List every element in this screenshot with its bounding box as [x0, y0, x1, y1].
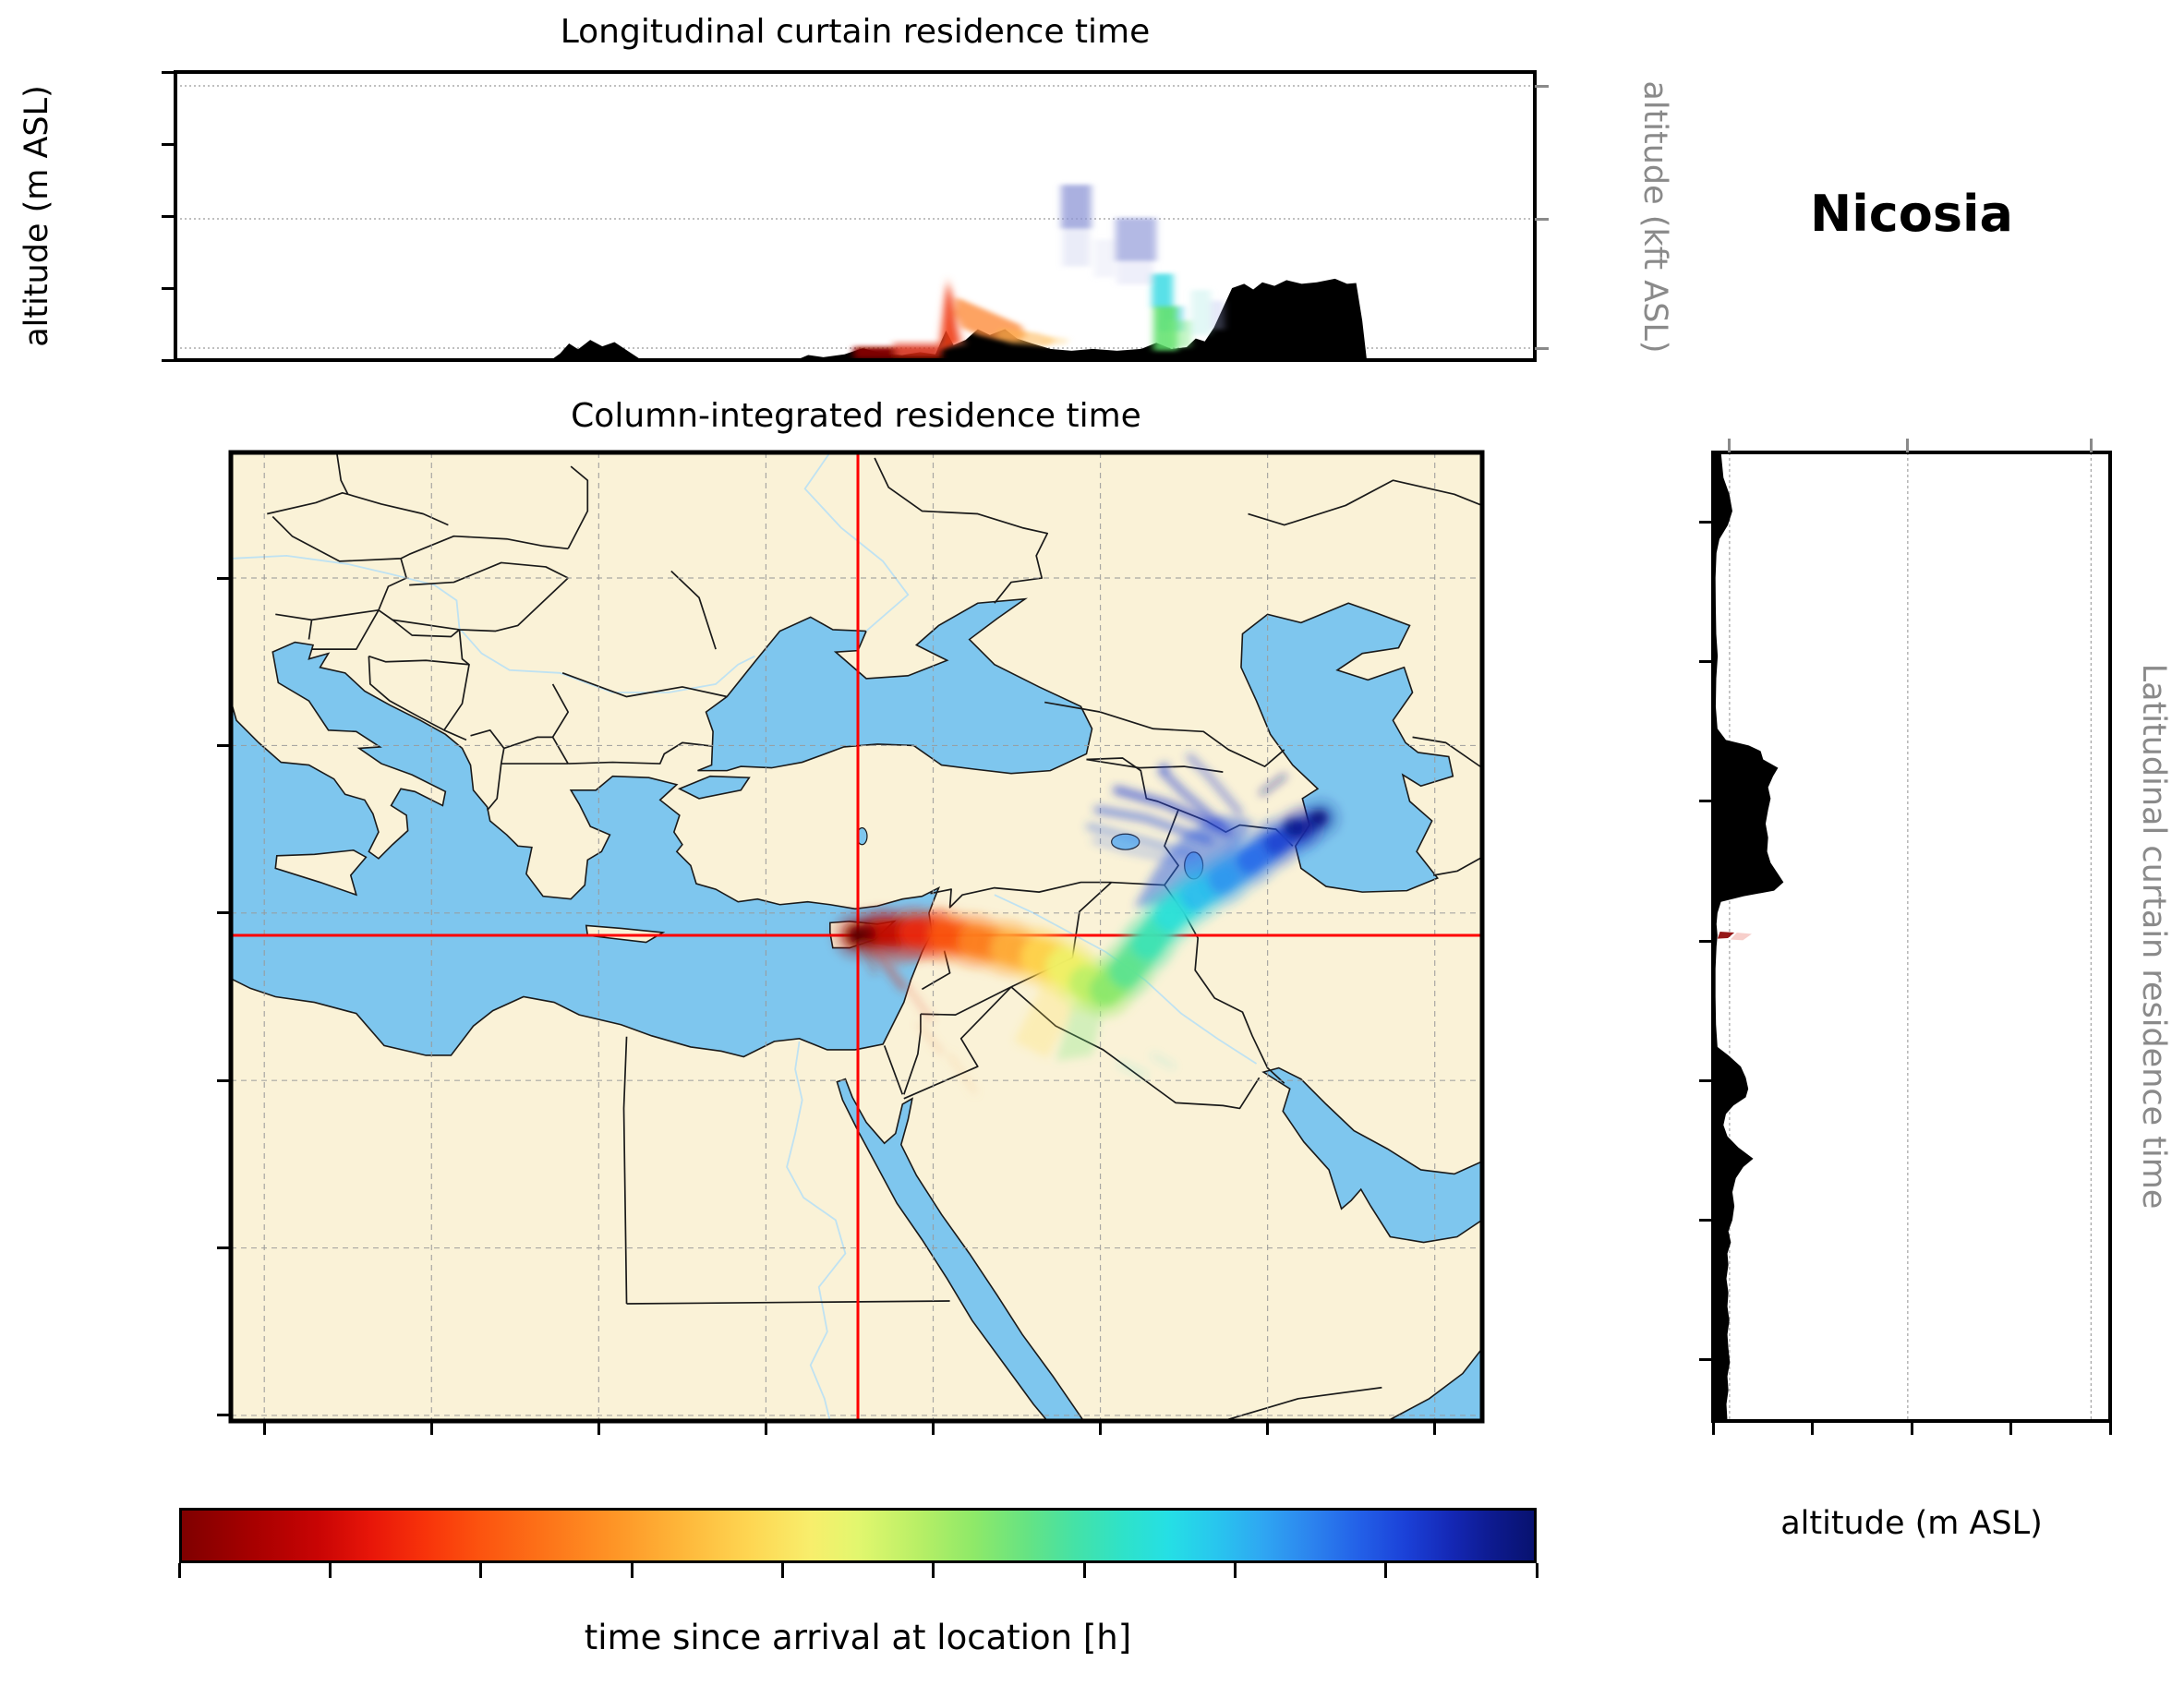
- y-tick-longitudinal: [162, 70, 175, 74]
- colorbar-tick: [1082, 1563, 1086, 1578]
- y-tick-kft: [1535, 84, 1549, 88]
- x-tick-map: [931, 1421, 935, 1435]
- x-tick-map: [262, 1421, 266, 1435]
- colorbar-label: time since arrival at location [h]: [584, 1618, 1132, 1657]
- column-map-panel: [231, 452, 1482, 1421]
- y-tick-latitudinal: [1699, 1078, 1713, 1082]
- y-tick-longitudinal: [162, 358, 175, 362]
- x-tick-map: [1266, 1421, 1270, 1435]
- longitudinal-curtain-panel: [175, 72, 1535, 360]
- top-tick-latitudinal: [1728, 439, 1732, 452]
- y-tick-map: [217, 1246, 231, 1250]
- top-tick-latitudinal: [2089, 439, 2093, 452]
- colorbar: [179, 1508, 1537, 1563]
- station-title: Nicosia: [1810, 185, 2013, 243]
- y-tick-map: [217, 911, 231, 915]
- colorbar-tick: [932, 1563, 935, 1578]
- y-tick-map: [217, 1078, 231, 1082]
- x-tick-latitudinal: [1811, 1421, 1814, 1435]
- y-tick-map: [217, 1414, 231, 1417]
- y-tick-longitudinal: [162, 142, 175, 146]
- y-tick-latitudinal: [1699, 1357, 1713, 1361]
- x-tick-latitudinal: [2009, 1421, 2012, 1435]
- y-tick-map: [217, 576, 231, 580]
- y-tick-kft: [1535, 346, 1549, 350]
- latitudinal-xlabel: altitude (m ASL): [1780, 1505, 2043, 1542]
- longitudinal-panel-title: Longitudinal curtain residence time: [560, 13, 1151, 51]
- y-tick-latitudinal: [1699, 939, 1713, 943]
- longitudinal-ylabel-right: altitude (kft ASL): [1636, 80, 1673, 354]
- x-tick-map: [597, 1421, 600, 1435]
- latitudinal-side-label: Latitudinal curtain residence time: [2135, 663, 2172, 1210]
- longitudinal-ylabel: altitude (m ASL): [18, 85, 55, 347]
- colorbar-tick: [630, 1563, 633, 1578]
- y-tick-kft: [1535, 217, 1549, 221]
- x-tick-latitudinal: [2108, 1421, 2112, 1435]
- map-panel-title: Column-integrated residence time: [571, 397, 1141, 435]
- colorbar-tick: [1535, 1563, 1538, 1578]
- y-tick-longitudinal: [162, 286, 175, 290]
- x-tick-map: [429, 1421, 433, 1435]
- x-tick-map: [764, 1421, 767, 1435]
- colorbar-tick: [328, 1563, 332, 1578]
- y-tick-map: [217, 743, 231, 747]
- x-tick-map: [1433, 1421, 1437, 1435]
- colorbar-tick: [1384, 1563, 1388, 1578]
- y-tick-latitudinal: [1699, 660, 1713, 664]
- y-tick-longitudinal: [162, 214, 175, 218]
- colorbar-tick: [177, 1563, 181, 1578]
- x-tick-latitudinal: [1711, 1421, 1715, 1435]
- colorbar-tick: [479, 1563, 483, 1578]
- top-tick-latitudinal: [1906, 439, 1910, 452]
- colorbar-tick: [780, 1563, 784, 1578]
- x-tick-map: [1099, 1421, 1103, 1435]
- latitudinal-curtain-panel: [1713, 452, 2110, 1421]
- y-tick-latitudinal: [1699, 521, 1713, 524]
- x-tick-latitudinal: [1910, 1421, 1913, 1435]
- colorbar-tick: [1233, 1563, 1237, 1578]
- y-tick-latitudinal: [1699, 800, 1713, 803]
- y-tick-latitudinal: [1699, 1218, 1713, 1222]
